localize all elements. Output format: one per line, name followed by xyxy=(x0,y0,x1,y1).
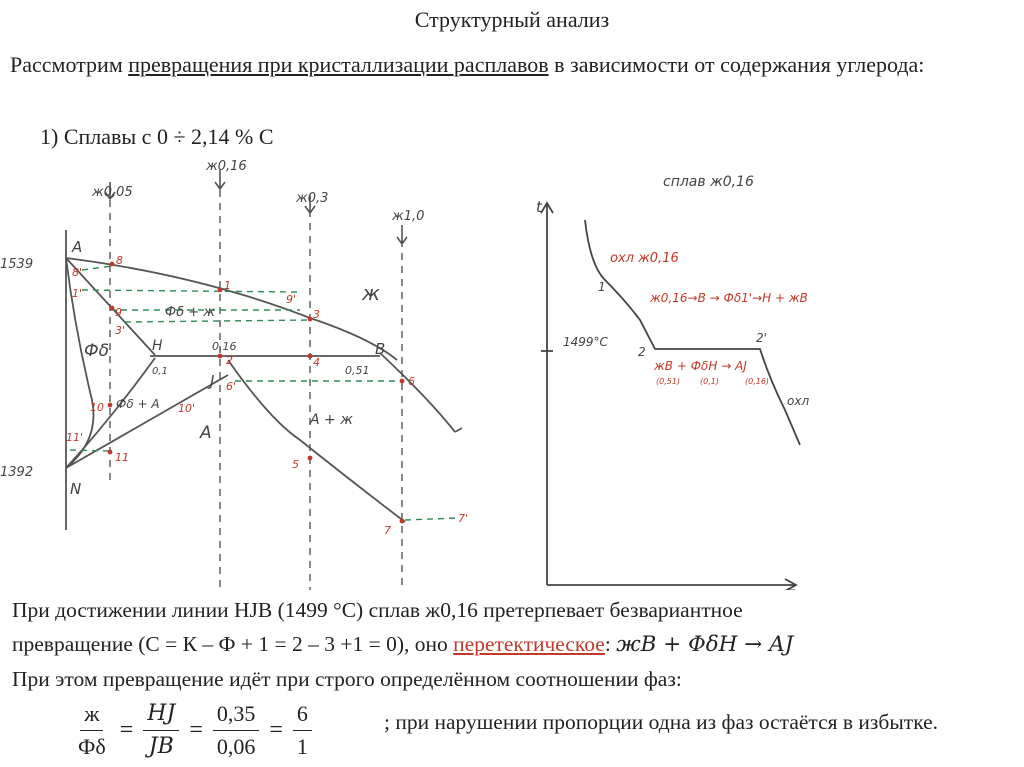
svg-text:8': 8' xyxy=(72,266,82,279)
frac1-num: ж xyxy=(80,700,104,731)
svg-text:9': 9' xyxy=(286,293,296,306)
svg-text:9: 9 xyxy=(115,306,122,319)
peritectic-formula: жB + ΦδH → AJ xyxy=(616,632,794,657)
point-6 xyxy=(399,378,405,384)
svg-text:H: H xyxy=(152,338,163,354)
svg-text:10: 10 xyxy=(90,401,104,414)
point-11 xyxy=(107,449,113,455)
intro-prefix: Рассмотрим xyxy=(10,52,129,77)
frac2-den: JB xyxy=(148,733,174,759)
frac4-den: 1 xyxy=(296,733,308,759)
svg-text:11: 11 xyxy=(115,451,129,464)
svg-text:А: А xyxy=(199,423,212,443)
frac3-den: 0,06 xyxy=(216,733,256,759)
svg-text:А + ж: А + ж xyxy=(309,412,353,428)
svg-text:Фδ: Фδ xyxy=(84,341,109,361)
svg-text:t: t xyxy=(536,198,543,216)
point-8 xyxy=(109,261,115,267)
svg-text:2: 2 xyxy=(638,345,646,359)
svg-text:J: J xyxy=(207,372,214,390)
svg-text:ж1,0: ж1,0 xyxy=(391,209,424,224)
bottom-line-2: превращение (С = К – Ф + 1 = 2 – 3 +1 = … xyxy=(12,627,1017,662)
svg-text:1': 1' xyxy=(72,287,82,300)
temp-1539: 1539 xyxy=(0,257,33,272)
svg-text:7': 7' xyxy=(458,512,468,525)
svg-text:охл ж0,16: охл ж0,16 xyxy=(610,251,679,266)
temp-1392: 1392 xyxy=(0,465,33,480)
liquidus-ab xyxy=(65,257,398,361)
point-7 xyxy=(399,518,405,524)
frac1-den: Фδ xyxy=(78,733,106,759)
bottom-line-2-colon: : xyxy=(604,632,611,656)
svg-text:Фδ + А: Фδ + А xyxy=(116,397,160,411)
cooling-curve: сплав ж0,16 t τ 1499°C 1 2 2' охл AJ(0,1… xyxy=(536,174,810,590)
bottom-line-3: При этом превращение идёт при строго опр… xyxy=(12,667,682,691)
svg-text:6': 6' xyxy=(226,380,236,393)
liquidus-b-ext xyxy=(379,352,456,433)
point-1 xyxy=(217,287,223,293)
point-5 xyxy=(307,455,313,461)
svg-text:6: 6 xyxy=(408,375,415,388)
svg-text:0,16: 0,16 xyxy=(212,340,237,353)
svg-text:4: 4 xyxy=(313,356,320,369)
svg-text:охл AJ(0,16): охл AJ(0,16) xyxy=(787,394,810,408)
phase-diagram: 8 8' 1' 9 3' 1 9' 3 2 4 6' 6 10 10' 11' … xyxy=(0,159,468,590)
bottom-line-2-prefix: превращение (С = К – Ф + 1 = 2 – 3 +1 = … xyxy=(12,632,454,656)
svg-text:B: B xyxy=(375,340,385,358)
cooling-line xyxy=(584,219,801,446)
frac2-num: HJ xyxy=(143,700,180,731)
svg-text:A: A xyxy=(71,238,82,256)
svg-text:(0,51): (0,51) xyxy=(656,377,680,386)
svg-text:3: 3 xyxy=(313,308,320,321)
svg-text:1499°C: 1499°C xyxy=(563,335,609,349)
point-3 xyxy=(307,316,313,322)
svg-text:1: 1 xyxy=(598,280,606,294)
tail-text: ; при нарушении пропорции одна из фаз ос… xyxy=(384,710,939,734)
case-label: 1) Сплавы с 0 ÷ 2,14 % С xyxy=(40,124,274,149)
svg-text:ж0,16: ж0,16 xyxy=(205,159,247,174)
intro-underlined: превращения при кристаллизации расплавов xyxy=(128,52,549,77)
svg-text:5: 5 xyxy=(292,458,299,471)
svg-text:2': 2' xyxy=(756,331,767,345)
curve-nj xyxy=(65,374,229,469)
slide-title: Структурный анализ xyxy=(414,7,610,32)
svg-text:ж0,05: ж0,05 xyxy=(91,185,133,200)
svg-text:7: 7 xyxy=(384,524,391,537)
frac3-num: 0,35 xyxy=(212,700,260,731)
svg-text:сплав ж0,16: сплав ж0,16 xyxy=(663,174,754,190)
svg-text:0,51: 0,51 xyxy=(345,364,370,377)
curve-nh xyxy=(65,357,156,469)
svg-text:(0,16): (0,16) xyxy=(745,377,769,386)
svg-text:2: 2 xyxy=(226,354,233,367)
frac4-num: 6 xyxy=(292,700,312,731)
svg-text:ж0,16→B → Фδ1'→H + жB: ж0,16→B → Фδ1'→H + жB xyxy=(649,291,808,305)
svg-text:10': 10' xyxy=(178,402,195,415)
intro-text: Рассмотрим превращения при кристаллизаци… xyxy=(10,49,1010,81)
solidus-je xyxy=(227,359,406,523)
svg-text:τ: τ xyxy=(786,584,796,590)
svg-text:11': 11' xyxy=(66,431,83,444)
svg-text:Фδ + ж: Фδ + ж xyxy=(165,305,215,320)
svg-text:3': 3' xyxy=(115,324,125,337)
point-4 xyxy=(307,353,313,359)
svg-text:ж0,3: ж0,3 xyxy=(295,191,328,206)
point-10 xyxy=(107,402,113,408)
bottom-line-1: При достижении линии HJB (1499 °С) сплав… xyxy=(12,598,743,622)
point-2 xyxy=(217,353,223,359)
svg-text:1: 1 xyxy=(224,279,231,292)
intro-suffix: в зависимости от содержания углерода: xyxy=(548,52,925,77)
svg-text:жB + ФδH → AJ: жB + ФδH → AJ xyxy=(653,359,747,373)
svg-text:0,1: 0,1 xyxy=(152,366,168,377)
svg-text:N: N xyxy=(70,480,81,498)
point-9 xyxy=(109,305,115,311)
svg-text:ж: ж xyxy=(361,281,380,305)
peritectic-term: перетектическое xyxy=(453,632,605,656)
svg-text:(0,1): (0,1) xyxy=(700,377,719,386)
bottom-text: При достижении линии HJB (1499 °С) сплав… xyxy=(12,593,1017,696)
svg-text:8: 8 xyxy=(116,254,123,267)
